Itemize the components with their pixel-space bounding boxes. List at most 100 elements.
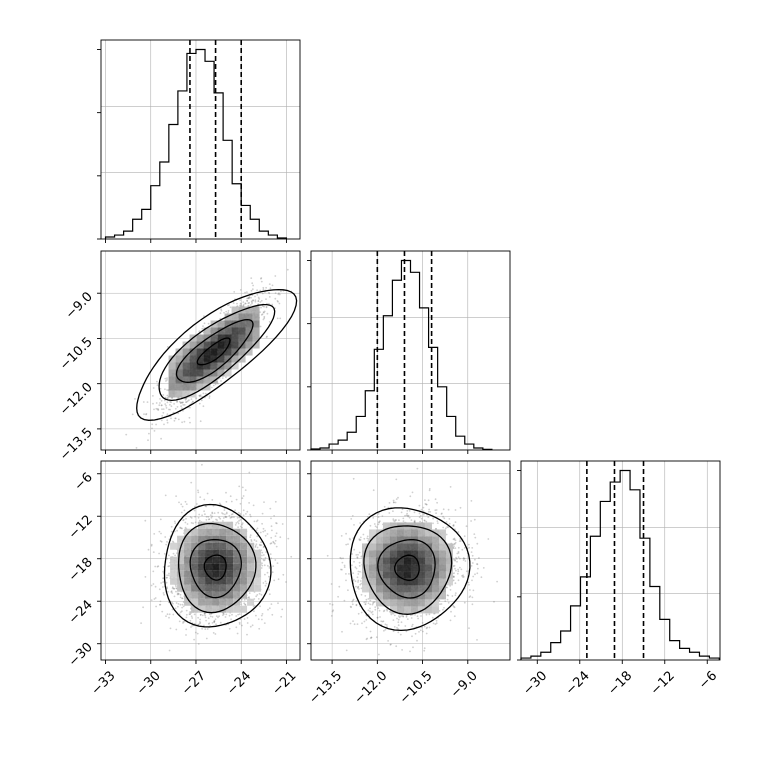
scatter-point [241,523,244,526]
scatter-point [181,597,183,600]
scatter-point [180,405,183,408]
scatter-point [356,623,359,625]
density-cell [191,535,199,543]
scatter-point [199,420,202,423]
scatter-point [236,516,239,519]
scatter-point [281,608,284,611]
scatter-point [420,508,423,511]
scatter-point [156,384,159,386]
scatter-point [266,564,269,567]
scatter-point [174,407,177,410]
scatter-point [236,521,239,523]
density-cell [224,320,232,328]
scatter-point [198,394,201,397]
x-tick-label: −30 [520,668,550,698]
scatter-point [278,293,281,296]
scatter-point [280,615,283,618]
density-cell [217,369,225,377]
scatter-point [196,503,198,505]
scatter-point [166,557,169,560]
density-cell [210,334,218,342]
y-tick-label: −18 [66,555,96,585]
scatter-point [274,297,277,300]
scatter-point [267,608,269,611]
x-tick-label: −18 [605,668,635,698]
scatter-point [233,516,235,519]
scatter-point [150,584,153,587]
scatter-point [173,419,176,422]
scatter-point [248,302,251,304]
scatter-point [181,505,184,508]
scatter-point [152,551,155,553]
scatter-point [174,417,177,420]
density-cell [175,348,183,356]
scatter-point [160,404,163,407]
scatter-point [378,653,380,656]
scatter-point [189,406,191,409]
scatter-point [198,402,201,405]
scatter-point [181,603,184,606]
scatter-point [171,586,174,589]
density-cell [184,542,192,550]
scatter-point [330,615,333,617]
scatter-point [147,439,149,442]
scatter-point [176,592,179,595]
scatter-point [232,302,235,304]
scatter-point [199,613,202,616]
scatter-point [143,413,145,415]
scatter-point [254,546,257,548]
scatter-point [255,520,258,523]
scatter-point [259,289,262,292]
scatter-point [248,596,251,599]
scatter-point [199,618,202,621]
scatter-point [199,395,202,398]
scatter-point [259,301,262,303]
scatter-point [154,597,157,599]
scatter-point [257,300,260,302]
scatter-point [190,615,193,618]
scatter-point [268,292,271,295]
scatter-point [263,311,265,314]
scatter-point [181,407,183,410]
scatter-point [422,513,425,516]
density-cell [196,369,204,377]
scatter-point [261,613,264,615]
scatter-point [202,325,204,327]
density-cell [219,563,227,571]
scatter-point [178,620,181,623]
scatter-point [170,591,173,593]
y-tick-label: −10.5 [57,335,96,374]
density-cell [182,369,190,377]
scatter-point [197,623,200,626]
scatter-point [243,598,246,601]
scatter-point [263,305,265,308]
scatter-point [159,398,161,400]
density-cell [203,362,211,370]
scatter-point [260,306,262,309]
scatter-point [175,602,178,604]
scatter-point [279,536,282,539]
scatter-point [275,532,278,535]
scatter-point [177,412,180,415]
density-panel-0-1 [101,251,300,450]
scatter-point [157,565,160,568]
density-cell [233,591,241,599]
density-cell [198,598,206,606]
scatter-point [162,570,165,573]
scatter-point [184,521,187,524]
scatter-point [157,408,160,411]
scatter-point [186,523,189,525]
scatter-point [256,527,259,530]
scatter-point [251,302,253,305]
density-cell [238,327,246,335]
scatter-point [229,495,232,498]
scatter-point [222,613,225,615]
density-cell [252,306,260,314]
density-cell [217,348,225,356]
scatter-point [224,515,227,518]
scatter-point [203,322,206,325]
scatter-point [166,587,169,590]
scatter-point [196,632,199,635]
scatter-point [262,288,265,291]
density-cell [219,584,227,592]
